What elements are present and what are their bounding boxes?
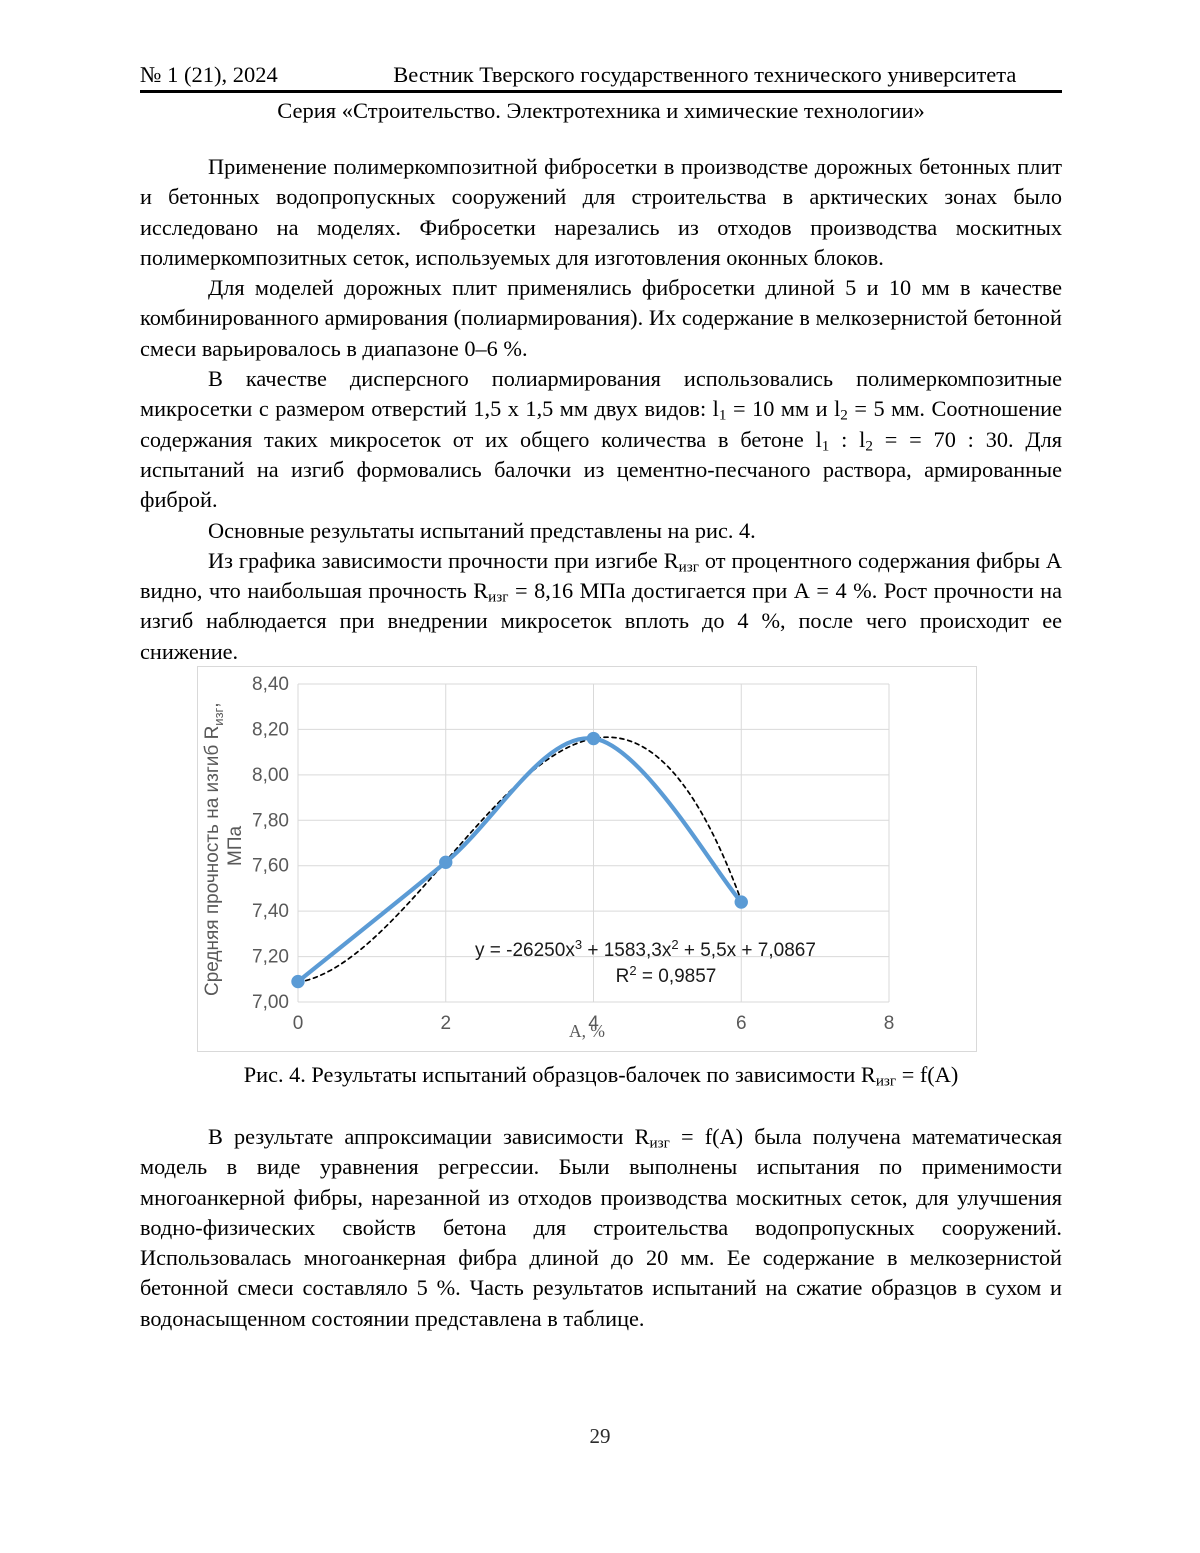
equation-exponent-2: 2 bbox=[671, 937, 678, 952]
y-axis-title-line2: МПа bbox=[225, 826, 246, 866]
r-squared-label: R bbox=[616, 966, 630, 987]
chart-plot: 7,007,207,407,607,808,008,208,40 02468 С… bbox=[197, 666, 977, 1052]
y-tick-label: 7,20 bbox=[252, 947, 289, 968]
x-axis-title: A, % bbox=[569, 1021, 605, 1041]
y-tick-label: 7,60 bbox=[252, 856, 289, 877]
data-point-marker bbox=[292, 975, 304, 987]
figure-caption-text-2: = f(A) bbox=[896, 1062, 958, 1087]
page-number: 29 bbox=[0, 1424, 1200, 1449]
regression-equation-annotation: y = -26250x3 + 1583,3x2 + 5,5x + 7,0867 … bbox=[475, 937, 816, 987]
equation-mid-1: + 1583,3x bbox=[582, 940, 672, 961]
paragraph-6-sub-1: изг bbox=[650, 1134, 670, 1151]
document-page: № 1 (21), 2024 Вестник Тверского государ… bbox=[0, 0, 1200, 1553]
paragraph-3-sub-2: 2 bbox=[840, 407, 848, 424]
y-axis-title-sub: изг bbox=[211, 707, 226, 725]
figure-caption-text-1: Рис. 4. Результаты испытаний образцов-ба… bbox=[244, 1062, 876, 1087]
svg-text:МПа: МПа bbox=[225, 826, 246, 866]
y-tick-label: 7,00 bbox=[252, 992, 289, 1013]
equation-main: y = -26250x bbox=[475, 940, 575, 961]
figure-4: 7,007,207,407,607,808,008,208,40 02468 С… bbox=[197, 666, 977, 1052]
y-tick-label: 8,20 bbox=[252, 719, 289, 740]
chart-y-tick-labels: 7,00 7,20 7,40 7,60 7,80 8,00 8,20 8,40 bbox=[252, 674, 289, 1013]
y-tick-label: 8,40 bbox=[252, 674, 289, 695]
data-point-marker bbox=[440, 856, 452, 868]
paragraph-3: В качестве дисперсного полиармирования и… bbox=[140, 364, 1062, 515]
r-squared-exponent: 2 bbox=[629, 963, 636, 978]
paragraph-6: В результате аппроксимации зависимости R… bbox=[140, 1122, 1062, 1334]
body-text-lower: В результате аппроксимации зависимости R… bbox=[140, 1122, 1062, 1334]
y-tick-label: 7,40 bbox=[252, 901, 289, 922]
y-axis-title-text: Средняя прочность на изгиб R bbox=[202, 726, 223, 996]
x-tick-label: 0 bbox=[293, 1013, 304, 1034]
paragraph-2: Для моделей дорожных плит применялись фи… bbox=[140, 273, 1062, 364]
figure-caption: Рис. 4. Результаты испытаний образцов-ба… bbox=[140, 1060, 1062, 1090]
x-tick-label: 8 bbox=[884, 1013, 895, 1034]
running-head-line1: № 1 (21), 2024 Вестник Тверского государ… bbox=[140, 62, 1062, 87]
paragraph-3-sub-4: 2 bbox=[865, 437, 873, 454]
header-divider bbox=[140, 90, 1062, 93]
paragraph-5-sub-2: изг bbox=[488, 588, 508, 605]
equation-mid-2: + 5,5x + 7,0867 bbox=[679, 940, 816, 961]
paragraph-5-sub-1: изг bbox=[679, 558, 699, 575]
running-head: № 1 (21), 2024 Вестник Тверского государ… bbox=[140, 62, 1062, 124]
journal-title: Вестник Тверского государственного техни… bbox=[348, 62, 1062, 87]
paragraph-5-text-1: Из графика зависимости прочности при изг… bbox=[208, 548, 679, 573]
paragraph-1: Применение полимеркомпозитной фибросетки… bbox=[140, 152, 1062, 273]
paragraph-6-text-1: В результате аппроксимации зависимости R bbox=[208, 1124, 650, 1149]
data-point-marker bbox=[735, 896, 747, 908]
figure-caption-sub: изг bbox=[876, 1072, 896, 1089]
chart-y-axis-title: Средняя прочность на изгиб Rизг, МПа bbox=[202, 702, 246, 996]
y-tick-label: 8,00 bbox=[252, 765, 289, 786]
x-tick-label: 6 bbox=[736, 1013, 747, 1034]
paragraph-6-text-2: = f(A) была получена математическая моде… bbox=[140, 1124, 1062, 1331]
journal-series: Серия «Строительство. Электротехника и х… bbox=[140, 98, 1062, 124]
y-tick-label: 7,80 bbox=[252, 810, 289, 831]
paragraph-4: Основные результаты испытаний представле… bbox=[140, 516, 1062, 546]
svg-text:R2 = 0,9857: R2 = 0,9857 bbox=[616, 963, 717, 987]
paragraph-3-text-2: = 10 мм и l bbox=[726, 396, 840, 421]
r-squared-value: = 0,9857 bbox=[637, 966, 717, 987]
x-tick-label: 2 bbox=[440, 1013, 451, 1034]
svg-text:y = -26250x3 + 1583,3x2 + 5,5x: y = -26250x3 + 1583,3x2 + 5,5x + 7,0867 bbox=[475, 937, 816, 961]
y-axis-title-tail: , bbox=[202, 702, 223, 707]
paragraph-3-text-4: : l bbox=[829, 427, 865, 452]
body-text-upper: Применение полимеркомпозитной фибросетки… bbox=[140, 152, 1062, 667]
svg-text:Средняя прочность на изгиб Rиз: Средняя прочность на изгиб Rизг, bbox=[202, 702, 226, 996]
equation-exponent-1: 3 bbox=[575, 937, 582, 952]
issue-number: № 1 (21), 2024 bbox=[140, 62, 278, 87]
paragraph-5: Из графика зависимости прочности при изг… bbox=[140, 546, 1062, 667]
data-point-marker bbox=[587, 732, 599, 744]
